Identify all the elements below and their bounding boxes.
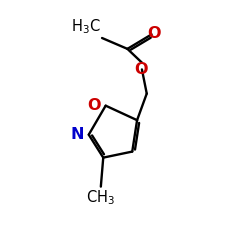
Text: O: O: [135, 62, 148, 77]
Text: O: O: [87, 98, 100, 113]
Text: CH$_3$: CH$_3$: [86, 188, 115, 207]
Text: H$_3$C: H$_3$C: [71, 17, 101, 36]
Text: N: N: [70, 127, 84, 142]
Text: O: O: [147, 26, 161, 41]
